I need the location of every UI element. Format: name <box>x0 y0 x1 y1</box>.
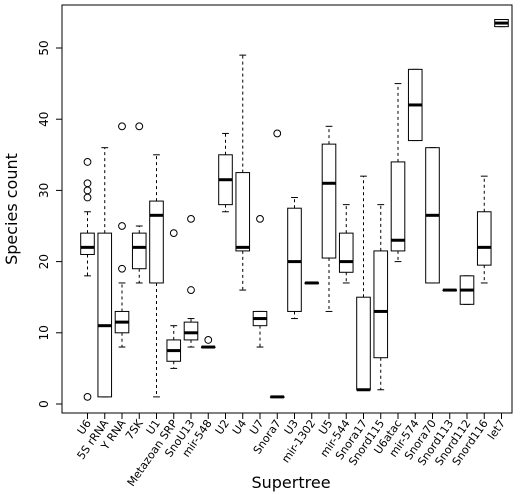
box-iqr <box>476 211 492 266</box>
box-snord112 <box>459 275 475 305</box>
box-5s-rrna <box>97 147 113 398</box>
box-mir-544 <box>338 204 354 284</box>
box-iqr <box>373 250 389 359</box>
y-tick-label: 20 <box>37 254 51 269</box>
box-iqr <box>183 321 199 341</box>
box-iqr <box>356 296 371 391</box>
y-tick-label: 50 <box>37 40 51 55</box>
box-snora7 <box>269 129 285 399</box>
box-mir-1302 <box>304 281 320 285</box>
outlier-point <box>83 392 92 401</box>
box-u6 <box>80 158 95 401</box>
box-iqr <box>149 200 164 284</box>
box-iqr <box>321 143 337 259</box>
box-7sk <box>131 122 147 284</box>
box-u7 <box>252 214 268 348</box>
box-snora17 <box>356 175 371 392</box>
y-axis: 0 10 20 30 40 50 <box>37 40 63 408</box>
box-iqr <box>338 232 354 273</box>
y-tick-label: 30 <box>37 183 51 198</box>
y-tick-label: 0 <box>37 400 51 408</box>
outlier-point <box>118 264 126 273</box>
box-iqr <box>390 161 406 252</box>
x-axis-label: Supertree <box>251 473 330 492</box>
y-tick-label: 40 <box>37 112 51 127</box>
box-metazoan-srp <box>166 229 182 369</box>
y-axis-label: Species count <box>2 153 21 265</box>
box-u5 <box>321 125 337 312</box>
outlier-point <box>256 214 264 223</box>
boxes-layer <box>80 19 509 401</box>
x-tick-label: let7 <box>485 417 508 442</box>
box-iqr <box>80 232 95 255</box>
box-mir-548 <box>200 336 216 349</box>
box-iqr <box>97 232 113 398</box>
outlier-point <box>135 122 144 131</box>
outlier-point <box>83 158 92 166</box>
outlier-point <box>187 214 195 223</box>
box-u4 <box>235 54 251 291</box>
box-mir-574 <box>407 68 423 142</box>
box-u2 <box>218 132 233 213</box>
box-snora70 <box>425 147 440 284</box>
box-u1 <box>149 154 164 398</box>
box-snou13 <box>183 214 199 348</box>
outlier-point <box>273 129 282 138</box>
outlier-point <box>118 222 126 230</box>
box-snord113 <box>442 288 458 292</box>
x-tick-label: U2 <box>213 417 232 437</box>
box-snord116 <box>476 175 492 284</box>
outlier-point <box>118 122 126 131</box>
box-y-rna <box>114 122 130 348</box>
outlier-point <box>83 186 92 195</box>
box-snord115 <box>373 204 389 391</box>
outlier-point <box>83 179 92 188</box>
box-let7 <box>494 19 509 28</box>
box-iqr <box>235 172 251 252</box>
x-tick-label: U4 <box>230 417 249 437</box>
outlier-point <box>187 286 195 294</box>
plot-frame <box>61 4 513 414</box>
outlier-point <box>169 229 178 238</box>
outlier-point <box>204 336 213 344</box>
box-iqr <box>131 232 147 270</box>
y-tick-label: 10 <box>37 325 51 340</box>
box-iqr <box>287 207 302 312</box>
box-u6atac <box>390 83 406 263</box>
box-u3 <box>287 197 302 320</box>
outlier-point <box>83 193 92 202</box>
